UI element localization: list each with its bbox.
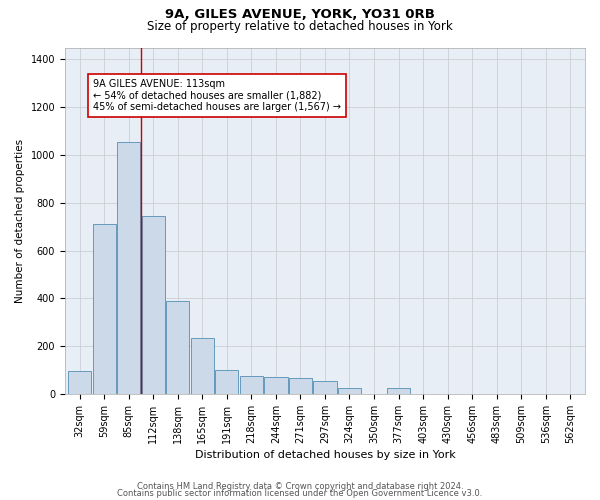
- Bar: [289, 378, 312, 394]
- Bar: [387, 388, 410, 394]
- Bar: [68, 372, 91, 394]
- Bar: [338, 388, 361, 394]
- Y-axis label: Number of detached properties: Number of detached properties: [15, 138, 25, 303]
- Bar: [166, 301, 190, 394]
- X-axis label: Distribution of detached houses by size in York: Distribution of detached houses by size …: [194, 450, 455, 460]
- Bar: [92, 224, 116, 394]
- Bar: [191, 338, 214, 394]
- Bar: [239, 376, 263, 394]
- Text: 9A, GILES AVENUE, YORK, YO31 0RB: 9A, GILES AVENUE, YORK, YO31 0RB: [165, 8, 435, 20]
- Text: Contains HM Land Registry data © Crown copyright and database right 2024.: Contains HM Land Registry data © Crown c…: [137, 482, 463, 491]
- Text: Contains public sector information licensed under the Open Government Licence v3: Contains public sector information licen…: [118, 490, 482, 498]
- Bar: [215, 370, 238, 394]
- Bar: [313, 381, 337, 394]
- Text: Size of property relative to detached houses in York: Size of property relative to detached ho…: [147, 20, 453, 33]
- Text: 9A GILES AVENUE: 113sqm
← 54% of detached houses are smaller (1,882)
45% of semi: 9A GILES AVENUE: 113sqm ← 54% of detache…: [93, 78, 341, 112]
- Bar: [117, 142, 140, 394]
- Bar: [264, 377, 287, 394]
- Bar: [142, 216, 165, 394]
